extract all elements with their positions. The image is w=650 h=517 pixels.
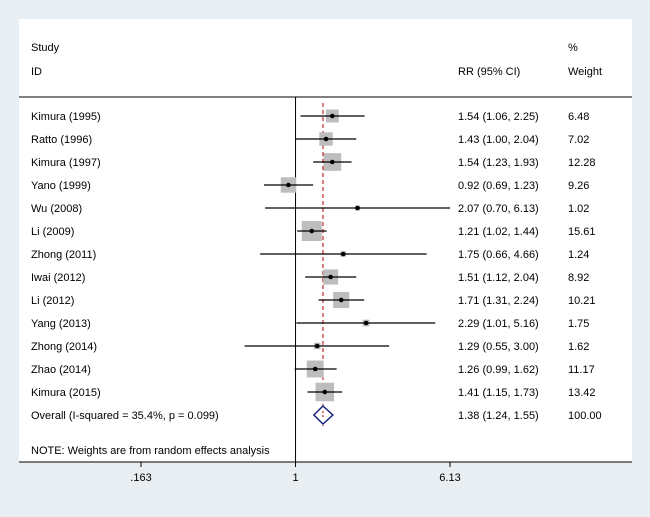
point-estimate	[330, 159, 335, 165]
study-rows: Kimura (1995) 1.54 (1.06, 2.25) 6.48 Ratto …	[31, 109, 596, 402]
point-estimate	[328, 274, 333, 280]
ci-text: 1.54 (1.23, 1.93)	[458, 157, 539, 169]
ci-text: 0.92 (0.69, 1.23)	[458, 180, 539, 192]
point-estimate	[338, 297, 344, 303]
study-row: Kimura (1995) 1.54 (1.06, 2.25) 6.48	[31, 109, 589, 123]
header-effect: RR (95% CI)	[458, 66, 520, 78]
study-row: Iwai (2012) 1.51 (1.12, 2.04) 8.92	[31, 269, 589, 285]
ci-text: 1.29 (0.55, 3.00)	[458, 341, 539, 353]
study-row: Wu (2008) 2.07 (0.70, 6.13) 1.02	[31, 203, 589, 215]
weight-text: 1.75	[568, 318, 589, 330]
weights-note: NOTE: Weights are from random effects an…	[31, 445, 270, 457]
study-label: Yano (1999)	[31, 180, 91, 192]
ci-text: 1.21 (1.02, 1.44)	[458, 226, 539, 238]
weight-text: 9.26	[568, 180, 589, 192]
point-estimate	[323, 136, 329, 142]
study-row: Kimura (1997) 1.54 (1.23, 1.93) 12.28	[31, 153, 596, 171]
weight-text: 12.28	[568, 157, 596, 169]
study-label: Kimura (2015)	[31, 387, 101, 399]
point-estimate	[355, 205, 360, 211]
study-row: Li (2012) 1.71 (1.31, 2.24) 10.21	[31, 291, 596, 309]
header-id: ID	[31, 66, 42, 78]
overall-row: Overall (I-squared = 35.4%, p = 0.099) 1.…	[31, 404, 602, 426]
point-estimate	[340, 251, 346, 257]
weight-text: 8.92	[568, 272, 589, 284]
point-estimate	[309, 228, 315, 234]
weight-text: 1.24	[568, 249, 589, 261]
study-label: Yang (2013)	[31, 318, 91, 330]
x-axis-ticks: .163 1 6.13	[130, 462, 461, 484]
ci-text: 1.26 (0.99, 1.62)	[458, 364, 539, 376]
ci-text: 1.75 (0.66, 4.66)	[458, 249, 539, 261]
weight-text: 1.62	[568, 341, 589, 353]
weight-text: 6.48	[568, 111, 589, 123]
ci-text: 1.54 (1.06, 2.25)	[458, 111, 539, 123]
header-weight-percent: %	[568, 42, 578, 54]
x-tick-label: 1	[292, 472, 298, 484]
study-row: Ratto (1996) 1.43 (1.00, 2.04) 7.02	[31, 132, 589, 146]
ci-text: 1.43 (1.00, 2.04)	[458, 134, 539, 146]
study-row: Yang (2013) 2.29 (1.01, 5.16) 1.75	[31, 318, 589, 330]
study-row: Zhao (2014) 1.26 (0.99, 1.62) 11.17	[31, 360, 595, 378]
point-estimate	[322, 389, 328, 395]
header-weight: Weight	[568, 66, 602, 78]
study-label: Ratto (1996)	[31, 134, 92, 146]
overall-label: Overall (I-squared = 35.4%, p = 0.099)	[31, 410, 219, 422]
study-label: Wu (2008)	[31, 203, 82, 215]
study-row: Zhong (2014) 1.29 (0.55, 3.00) 1.62	[31, 341, 589, 353]
study-label: Zhao (2014)	[31, 364, 91, 376]
weight-text: 13.42	[568, 387, 596, 399]
overall-weight-text: 100.00	[568, 410, 602, 422]
point-estimate	[330, 113, 335, 119]
study-label: Kimura (1997)	[31, 157, 101, 169]
study-label: Li (2012)	[31, 295, 74, 307]
study-row: Li (2009) 1.21 (1.02, 1.44) 15.61	[31, 221, 596, 241]
ci-text: 2.07 (0.70, 6.13)	[458, 203, 539, 215]
ci-text: 1.41 (1.15, 1.73)	[458, 387, 539, 399]
weight-text: 10.21	[568, 295, 596, 307]
study-label: Zhong (2011)	[31, 249, 96, 261]
header-study: Study	[31, 42, 60, 54]
ci-text: 1.51 (1.12, 2.04)	[458, 272, 539, 284]
x-tick-label: .163	[130, 472, 151, 484]
ci-text: 1.71 (1.31, 2.24)	[458, 295, 539, 307]
weight-text: 7.02	[568, 134, 589, 146]
study-row: Yano (1999) 0.92 (0.69, 1.23) 9.26	[31, 177, 589, 193]
study-row: Kimura (2015) 1.41 (1.15, 1.73) 13.42	[31, 382, 596, 402]
x-tick-label: 6.13	[439, 472, 460, 484]
study-label: Kimura (1995)	[31, 111, 101, 123]
weight-text: 15.61	[568, 226, 596, 238]
study-row: Zhong (2011) 1.75 (0.66, 4.66) 1.24	[31, 249, 589, 261]
point-estimate	[286, 182, 291, 188]
study-label: Zhong (2014)	[31, 341, 97, 353]
study-label: Li (2009)	[31, 226, 74, 238]
point-estimate	[312, 366, 318, 372]
ci-text: 2.29 (1.01, 5.16)	[458, 318, 539, 330]
point-estimate	[314, 343, 320, 349]
weight-text: 11.17	[568, 364, 595, 376]
weight-text: 1.02	[568, 203, 589, 215]
point-estimate	[363, 320, 369, 326]
study-label: Iwai (2012)	[31, 272, 85, 284]
overall-ci-text: 1.38 (1.24, 1.55)	[458, 410, 539, 422]
